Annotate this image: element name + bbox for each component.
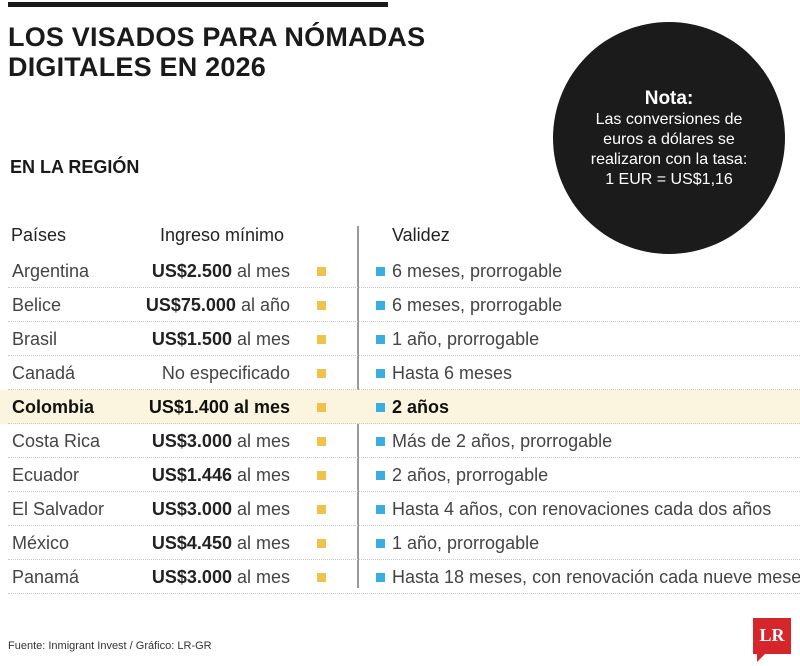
- source-credit: Fuente: Inmigrant Invest / Gráfico: LR-G…: [8, 640, 212, 652]
- note-circle: Nota: Las conversiones de euros a dólare…: [553, 22, 785, 254]
- minimum-income: US$3.000 al mes: [0, 492, 290, 526]
- validity-marker-icon: [376, 573, 385, 582]
- validity-text: 1 año, prorrogable: [392, 329, 540, 349]
- income-marker-icon: [317, 403, 326, 412]
- validity-marker-icon: [376, 369, 385, 378]
- income-amount: US$75.000: [145, 295, 236, 315]
- minimum-income: US$3.000 al mes: [0, 560, 290, 594]
- validity-marker-icon: [376, 505, 385, 514]
- minimum-income: US$4.450 al mes: [0, 526, 290, 560]
- section-heading: EN LA REGIÓN: [10, 157, 140, 177]
- income-period: al mes: [236, 499, 290, 519]
- income-marker-icon: [317, 471, 326, 480]
- lr-logo: LR: [753, 618, 791, 662]
- validity-text: 1 año, prorrogable: [392, 533, 540, 553]
- validity-text: 6 meses, prorrogable: [392, 295, 563, 315]
- income-marker-icon: [317, 573, 326, 582]
- table-row: Brasil US$1.500 al mes 1 año, prorrogable: [0, 322, 800, 356]
- minimum-income: US$2.500 al mes: [0, 254, 290, 288]
- income-marker-icon: [317, 301, 326, 310]
- top-rule: [8, 2, 388, 7]
- note-body: Las conversiones de euros a dólares se r…: [590, 110, 748, 168]
- country-name: Brasil: [12, 329, 58, 349]
- validity-text: 2 años: [392, 397, 450, 417]
- header-country: Países: [11, 225, 67, 245]
- country-name: Costa Rica: [12, 431, 101, 451]
- country-name: Panamá: [12, 567, 80, 587]
- country-name: El Salvador: [12, 499, 105, 519]
- income-period: al mes: [236, 261, 290, 281]
- validity-marker-icon: [376, 267, 385, 276]
- validity-marker-icon: [376, 471, 385, 480]
- note-title: Nota:: [644, 87, 694, 109]
- income-period: al mes: [236, 465, 290, 485]
- income-period: al año: [240, 295, 290, 315]
- income-amount: US$3.000: [151, 499, 232, 519]
- minimum-income: US$1.400 al mes: [0, 390, 290, 424]
- income-period: al mes: [236, 533, 290, 553]
- table-row: Belice US$75.000 al año 6 meses, prorrogab…: [0, 288, 800, 322]
- minimum-income: No especificado: [0, 356, 290, 390]
- table-row: Panamá US$3.000 al mes Hasta 18 meses, con…: [0, 560, 800, 594]
- income-amount: US$2.500: [151, 261, 232, 281]
- country-name: Canadá: [12, 363, 76, 383]
- income-period: al mes: [233, 397, 290, 417]
- validity-text: 6 meses, prorrogable: [392, 261, 563, 281]
- income-marker-icon: [317, 369, 326, 378]
- income-amount: US$1.446: [151, 465, 232, 485]
- table-row: Canadá No especificado Hasta 6 meses: [0, 356, 800, 390]
- infographic-title: LOS VISADOS PARA NÓMADAS DIGITALES EN 20…: [8, 22, 426, 82]
- minimum-income: US$3.000 al mes: [0, 424, 290, 458]
- note-rate: 1 EUR = US$1,16: [605, 170, 733, 188]
- table-row: Costa Rica US$3.000 al mes Más de 2 años, …: [0, 424, 800, 458]
- validity-text: Hasta 6 meses: [392, 363, 513, 383]
- income-amount: US$3.000: [151, 431, 232, 451]
- minimum-income: US$1.500 al mes: [0, 322, 290, 356]
- income-marker-icon: [317, 335, 326, 344]
- income-amount: US$1.500: [151, 329, 232, 349]
- country-name: Ecuador: [12, 465, 80, 485]
- table-row: El Salvador US$3.000 al mes Hasta 4 años, …: [0, 492, 800, 526]
- validity-marker-icon: [376, 437, 385, 446]
- validity-marker-icon: [376, 403, 385, 412]
- income-marker-icon: [317, 267, 326, 276]
- income-period: al mes: [236, 431, 290, 451]
- table-row: Colombia US$1.400 al mes 2 años: [0, 390, 800, 424]
- table-row: Ecuador US$1.446 al mes 2 años, prorrogabl…: [0, 458, 800, 492]
- validity-marker-icon: [376, 539, 385, 548]
- income-marker-icon: [317, 505, 326, 514]
- table-row: Argentina US$2.500 al mes 6 meses, prorrog…: [0, 254, 800, 288]
- income-amount: US$3.000: [151, 567, 232, 587]
- visa-table: Argentina US$2.500 al mes 6 meses, prorrog…: [0, 254, 800, 594]
- validity-text: Más de 2 años, prorrogable: [392, 431, 613, 451]
- header-validity: Validez: [392, 225, 450, 245]
- validity-marker-icon: [376, 301, 385, 310]
- income-amount: US$1.400: [148, 397, 229, 417]
- country-name: México: [12, 533, 70, 553]
- minimum-income: US$1.446 al mes: [0, 458, 290, 492]
- country-name: Belice: [12, 295, 62, 315]
- income-period: al mes: [236, 329, 290, 349]
- validity-marker-icon: [376, 335, 385, 344]
- country-name: Argentina: [12, 261, 90, 281]
- income-marker-icon: [317, 437, 326, 446]
- country-name: Colombia: [12, 397, 95, 417]
- validity-text: Hasta 4 años, con renovaciones cada dos …: [392, 499, 772, 519]
- validity-text: Hasta 18 meses, con renovación cada nuev…: [392, 567, 800, 587]
- header-income: Ingreso mínimo: [160, 225, 285, 245]
- income-marker-icon: [317, 539, 326, 548]
- income-amount: US$4.450: [151, 533, 232, 553]
- table-row: México US$4.450 al mes 1 año, prorrogable: [0, 526, 800, 560]
- income-amount: No especificado: [161, 363, 290, 383]
- minimum-income: US$75.000 al año: [0, 288, 290, 322]
- income-period: al mes: [236, 567, 290, 587]
- validity-text: 2 años, prorrogable: [392, 465, 549, 485]
